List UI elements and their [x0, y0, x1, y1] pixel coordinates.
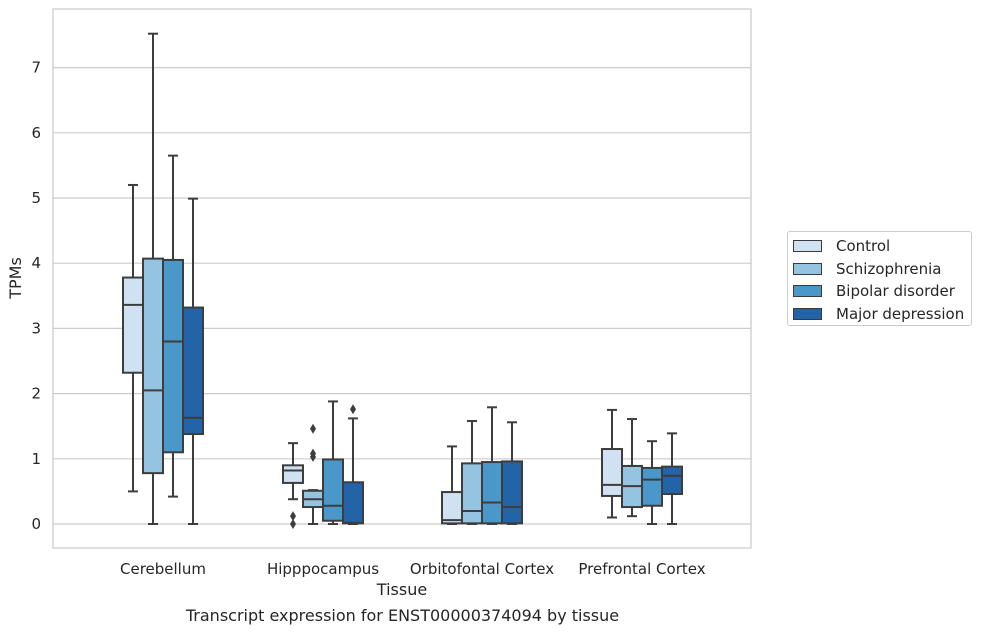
- box-body: [641, 466, 663, 507]
- legend-label: Schizophrenia: [836, 259, 942, 278]
- x-tick-label: Hipppocampus: [267, 560, 379, 578]
- x-axis-label: Tissue: [376, 580, 427, 599]
- y-tick-labels: 0 1 2 3 4 5 6 7: [31, 59, 41, 533]
- box-major-depression: [342, 404, 364, 525]
- outlier-point: [290, 519, 296, 529]
- box-control: [122, 183, 144, 493]
- legend-swatch: [793, 240, 822, 252]
- y-tick-label: 5: [31, 189, 41, 207]
- box-bipolar-disorder: [481, 406, 503, 525]
- box-body: [162, 258, 184, 454]
- box-control: [282, 442, 304, 529]
- box-body: [461, 462, 483, 525]
- figure-caption: Transcript expression for ENST0000037409…: [185, 606, 620, 625]
- box-body: [481, 461, 503, 525]
- y-tick-label: 3: [31, 319, 41, 337]
- legend-item: Control: [788, 236, 971, 259]
- legend-item: Major depression: [788, 304, 971, 327]
- box-body: [142, 257, 164, 475]
- box-body: [342, 481, 364, 525]
- y-tick-label: 4: [31, 254, 41, 272]
- y-axis-label: TPMs: [6, 257, 25, 300]
- legend-label: Major depression: [836, 304, 965, 323]
- box-bipolar-disorder: [162, 154, 184, 498]
- legend: Control Schizophrenia Bipolar disorder Majo…: [787, 231, 972, 326]
- box-control: [601, 408, 623, 519]
- outlier-point: [310, 423, 316, 434]
- legend-label: Bipolar disorder: [836, 282, 955, 300]
- box-body: [322, 458, 344, 522]
- box-body: [182, 306, 204, 436]
- box-bipolar-disorder: [641, 440, 663, 525]
- outlier-point: [350, 404, 356, 415]
- outlier-point: [290, 511, 296, 522]
- box-schizophrenia: [621, 418, 643, 518]
- legend-swatch: [793, 285, 822, 297]
- x-tick-label: Cerebellum: [120, 560, 206, 578]
- legend-swatch: [793, 307, 822, 320]
- y-tick-label: 6: [31, 124, 41, 142]
- legend-item: Bipolar disorder: [788, 281, 971, 304]
- box-major-depression: [661, 432, 683, 525]
- box-schizophrenia: [142, 32, 164, 525]
- box-schizophrenia: [302, 423, 324, 525]
- box-body: [501, 460, 523, 525]
- legend-label: Control: [836, 237, 891, 255]
- x-tick-labels: Cerebellum Hipppocampus Orbitofontal Corte…: [120, 560, 706, 578]
- box-major-depression: [501, 421, 523, 525]
- box-schizophrenia: [461, 419, 483, 525]
- box-body: [122, 276, 144, 374]
- y-tick-label: 2: [31, 385, 41, 403]
- outlier-point: [310, 448, 316, 459]
- box-body: [282, 464, 304, 484]
- box-body: [661, 465, 683, 496]
- legend-item: Schizophrenia: [788, 259, 971, 282]
- plot-frame: [52, 8, 752, 549]
- box-body: [601, 448, 623, 497]
- y-tick-label: 7: [31, 59, 41, 77]
- box-control: [441, 445, 463, 525]
- x-tick-label: Orbitofontal Cortex: [410, 560, 554, 578]
- boxes: [122, 32, 683, 529]
- y-tick-label: 1: [31, 450, 41, 468]
- box-body: [441, 491, 463, 525]
- box-bipolar-disorder: [322, 400, 344, 525]
- y-tick-label: 0: [31, 515, 41, 533]
- x-tick-label: Prefrontal Cortex: [578, 560, 705, 578]
- legend-swatch: [793, 262, 822, 275]
- box-major-depression: [182, 197, 204, 525]
